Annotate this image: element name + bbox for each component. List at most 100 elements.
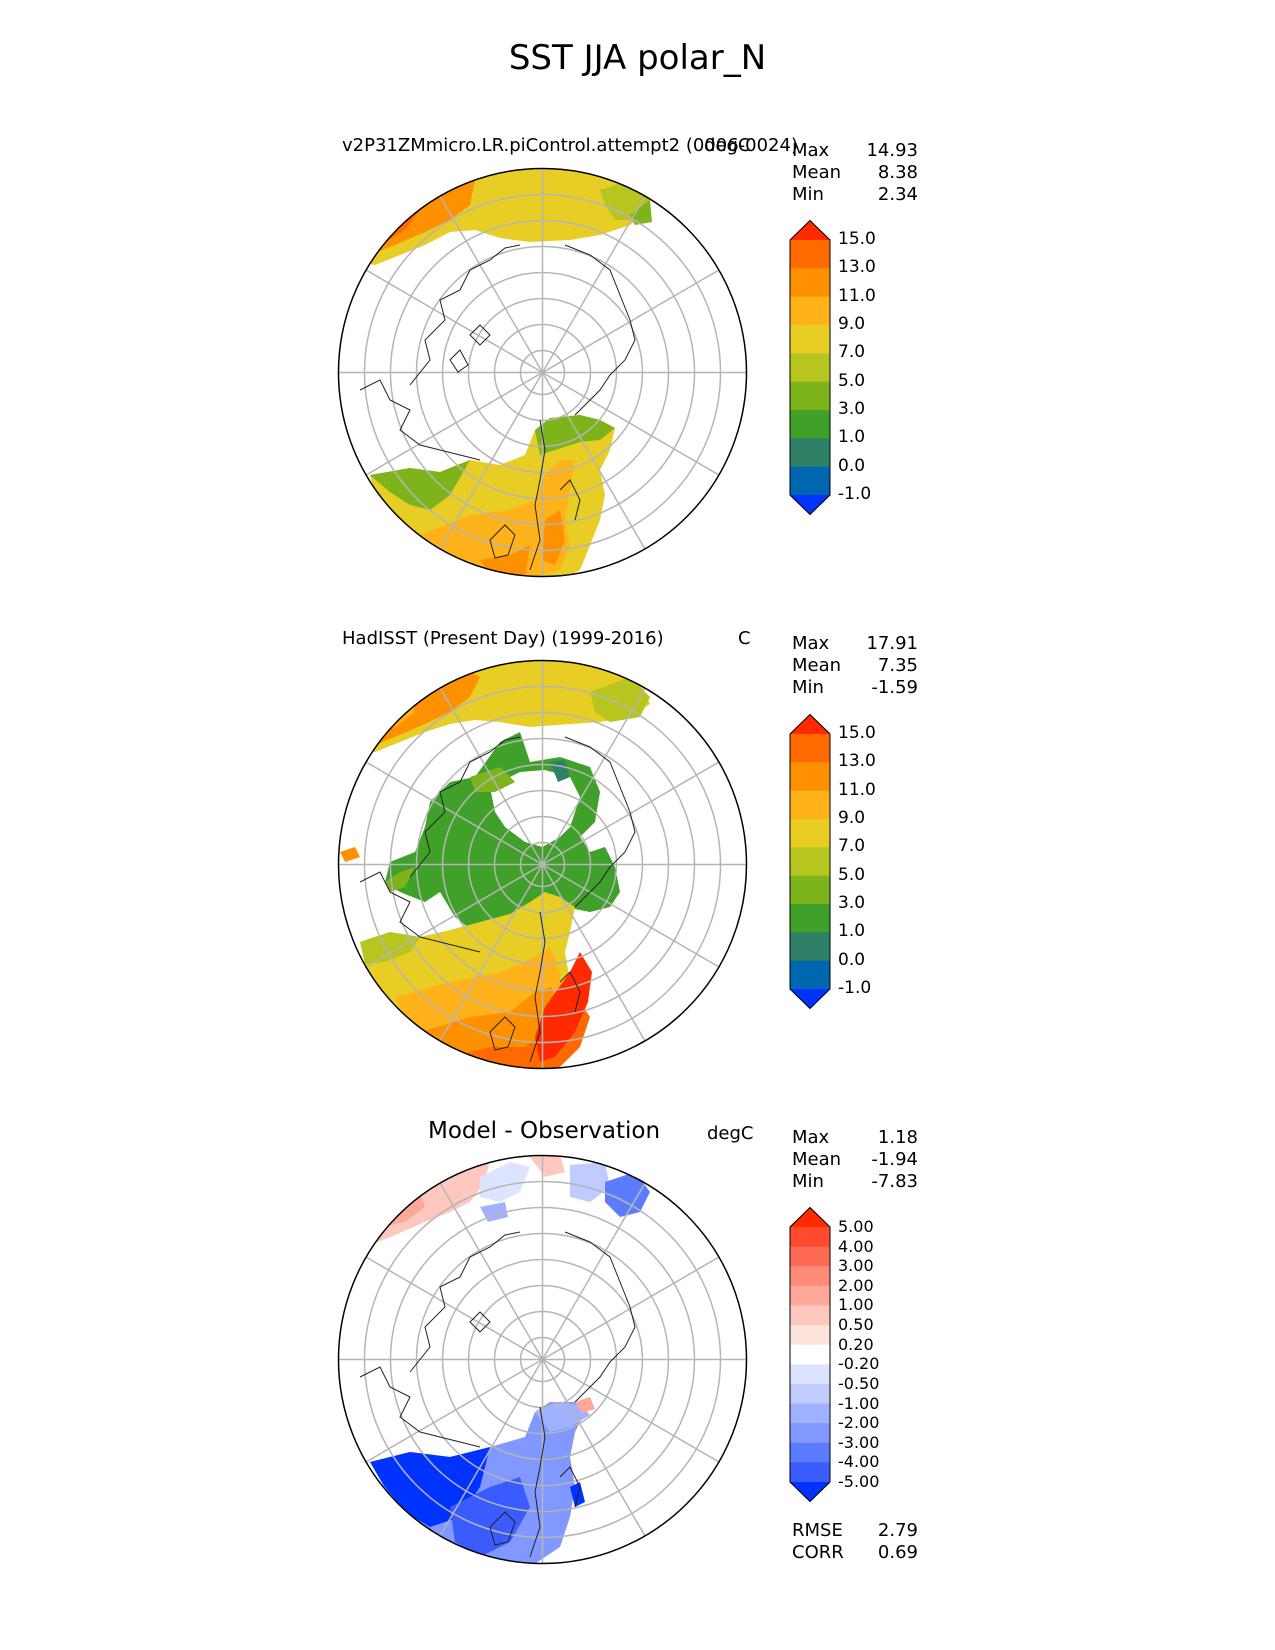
colorbar-tick-label: -1.0: [838, 484, 872, 504]
colorbar-tick-label: 7.0: [838, 342, 866, 363]
colorbar-segment: [790, 438, 830, 468]
colorbar-segment: [790, 1423, 830, 1444]
panel-3-mean-label: Mean: [792, 1149, 842, 1170]
colorbar-tick-label: -0.20: [838, 1354, 880, 1374]
colorbar-outline: [789, 714, 831, 1009]
panel-3-colorbar: [789, 1207, 831, 1502]
colorbar-tick-label: 11.0: [838, 285, 876, 306]
colorbar-segment: [790, 1325, 830, 1346]
colorbar-segment: [790, 819, 830, 848]
rmse-value: 2.79: [877, 1520, 918, 1541]
panel-1-colorbar: [789, 220, 831, 515]
colorbar-segment: [790, 1462, 830, 1483]
colorbar-segment: [790, 1344, 830, 1365]
colorbar-segment: [790, 762, 830, 792]
colorbar-tick-label: -1.00: [838, 1393, 880, 1413]
colorbar-segment: [790, 1442, 830, 1463]
colorbar-tick-label: -3.00: [838, 1432, 880, 1452]
panel-2-min-label: Min: [792, 677, 824, 698]
panel-3-mean-value: -1.94: [871, 1149, 918, 1170]
colorbar-segment: [790, 296, 830, 326]
alaska-negative: [480, 1202, 508, 1222]
panel-1-min-value: 2.34: [877, 184, 918, 205]
colorbar-segment: [790, 847, 830, 877]
colorbar-segment: [790, 1383, 830, 1405]
colorbar-tick-label: 11.0: [838, 779, 876, 800]
barents-negative: [535, 1402, 590, 1432]
corr-value: 0.69: [877, 1542, 918, 1563]
colorbar-tick-label: 0.50: [838, 1315, 874, 1335]
colorbar-tick-label: 0.0: [838, 455, 866, 476]
colorbar-segment: [790, 714, 830, 734]
panel-3-max-value: 1.18: [877, 1127, 918, 1148]
colorbar-segment: [790, 220, 830, 240]
colorbar-segment: [790, 325, 830, 354]
colorbar-tick-label: 1.0: [838, 427, 866, 448]
colorbar-tick-label: 5.0: [838, 864, 866, 885]
panel-2-max-label: Max: [792, 633, 830, 654]
panel-3-units: degC: [707, 1123, 754, 1144]
colorbar-segment: [790, 353, 830, 383]
colorbar-segment: [790, 960, 830, 990]
colorbar-segment: [790, 1403, 830, 1424]
rmse-label: RMSE: [792, 1520, 843, 1541]
panel-2-max-value: 17.91: [866, 633, 918, 654]
colorbar-segment: [790, 240, 830, 269]
colorbar-outline: [789, 1207, 831, 1502]
colorbar-tick-label: 3.00: [838, 1256, 874, 1276]
colorbar-segment: [790, 904, 830, 933]
labrador-sst: [360, 932, 420, 964]
colorbar-segment: [790, 268, 830, 298]
bering-cool-sst: [630, 200, 652, 225]
colorbar-segment: [790, 1364, 830, 1385]
colorbar-tick-label: 5.0: [838, 370, 866, 391]
colorbar-tick-label: 5.00: [838, 1217, 874, 1236]
colorbar-segment: [790, 875, 830, 905]
panel-2-units: C: [738, 628, 751, 649]
baltic-negative: [570, 1482, 585, 1507]
colorbar-tick-label: -4.00: [838, 1452, 880, 1472]
colorbar-tick-label: 13.0: [838, 257, 876, 278]
panel-1-polar-map: [337, 167, 748, 578]
pacific-weak-negative: [480, 1162, 530, 1202]
panel-3-title: Model - Observation: [428, 1118, 661, 1144]
colorbar-segment: [790, 1246, 830, 1267]
colorbar-tick-label: 3.0: [838, 399, 866, 419]
colorbar-tick-label: -0.50: [838, 1373, 880, 1393]
bering-sst: [590, 677, 650, 722]
panel-1-max-label: Max: [792, 140, 830, 161]
colorbar-tick-label: 15.0: [838, 229, 876, 249]
colorbar-tick-label: 4.00: [838, 1236, 874, 1256]
colorbar-segment: [790, 410, 830, 439]
panel-3-min-label: Min: [792, 1171, 824, 1192]
panel-2-mean-label: Mean: [792, 655, 842, 676]
panel-1-title: v2P31ZMmicro.LR.piControl.attempt2 (0006…: [342, 135, 798, 156]
colorbar-segment: [790, 1285, 830, 1306]
colorbar-segment: [790, 1305, 830, 1326]
colorbar-segment: [790, 1227, 830, 1248]
colorbar-outline: [789, 220, 831, 515]
barents-positive: [575, 1397, 595, 1413]
colorbar-segment: [790, 495, 830, 515]
panel-2-polar-map: [337, 659, 748, 1070]
colorbar-tick-label: 9.0: [838, 808, 866, 828]
colorbar-segment: [790, 1207, 830, 1227]
colorbar-tick-label: -2.00: [838, 1413, 880, 1433]
panel-2-min-value: -1.59: [871, 677, 918, 698]
colorbar-tick-label: 0.0: [838, 949, 866, 970]
colorbar-segment: [790, 989, 830, 1009]
colorbar-segment: [790, 381, 830, 411]
colorbar-segment: [790, 932, 830, 962]
panel-2-title: HadISST (Present Day) (1999-2016): [342, 628, 664, 649]
colorbar-segment: [790, 790, 830, 820]
panel-1-min-label: Min: [792, 184, 824, 205]
panel-1-units: degC: [704, 135, 751, 156]
colorbar-tick-label: 2.00: [838, 1275, 874, 1295]
panel-1-mean-label: Mean: [792, 162, 842, 183]
colorbar-segment: [790, 1266, 830, 1287]
corr-label: CORR: [792, 1542, 844, 1563]
panel-1-max-value: 14.93: [866, 140, 918, 161]
colorbar-tick-label: 7.0: [838, 836, 866, 857]
figure-title: SST JJA polar_N: [508, 38, 767, 78]
panel-2-colorbar: [789, 714, 831, 1009]
